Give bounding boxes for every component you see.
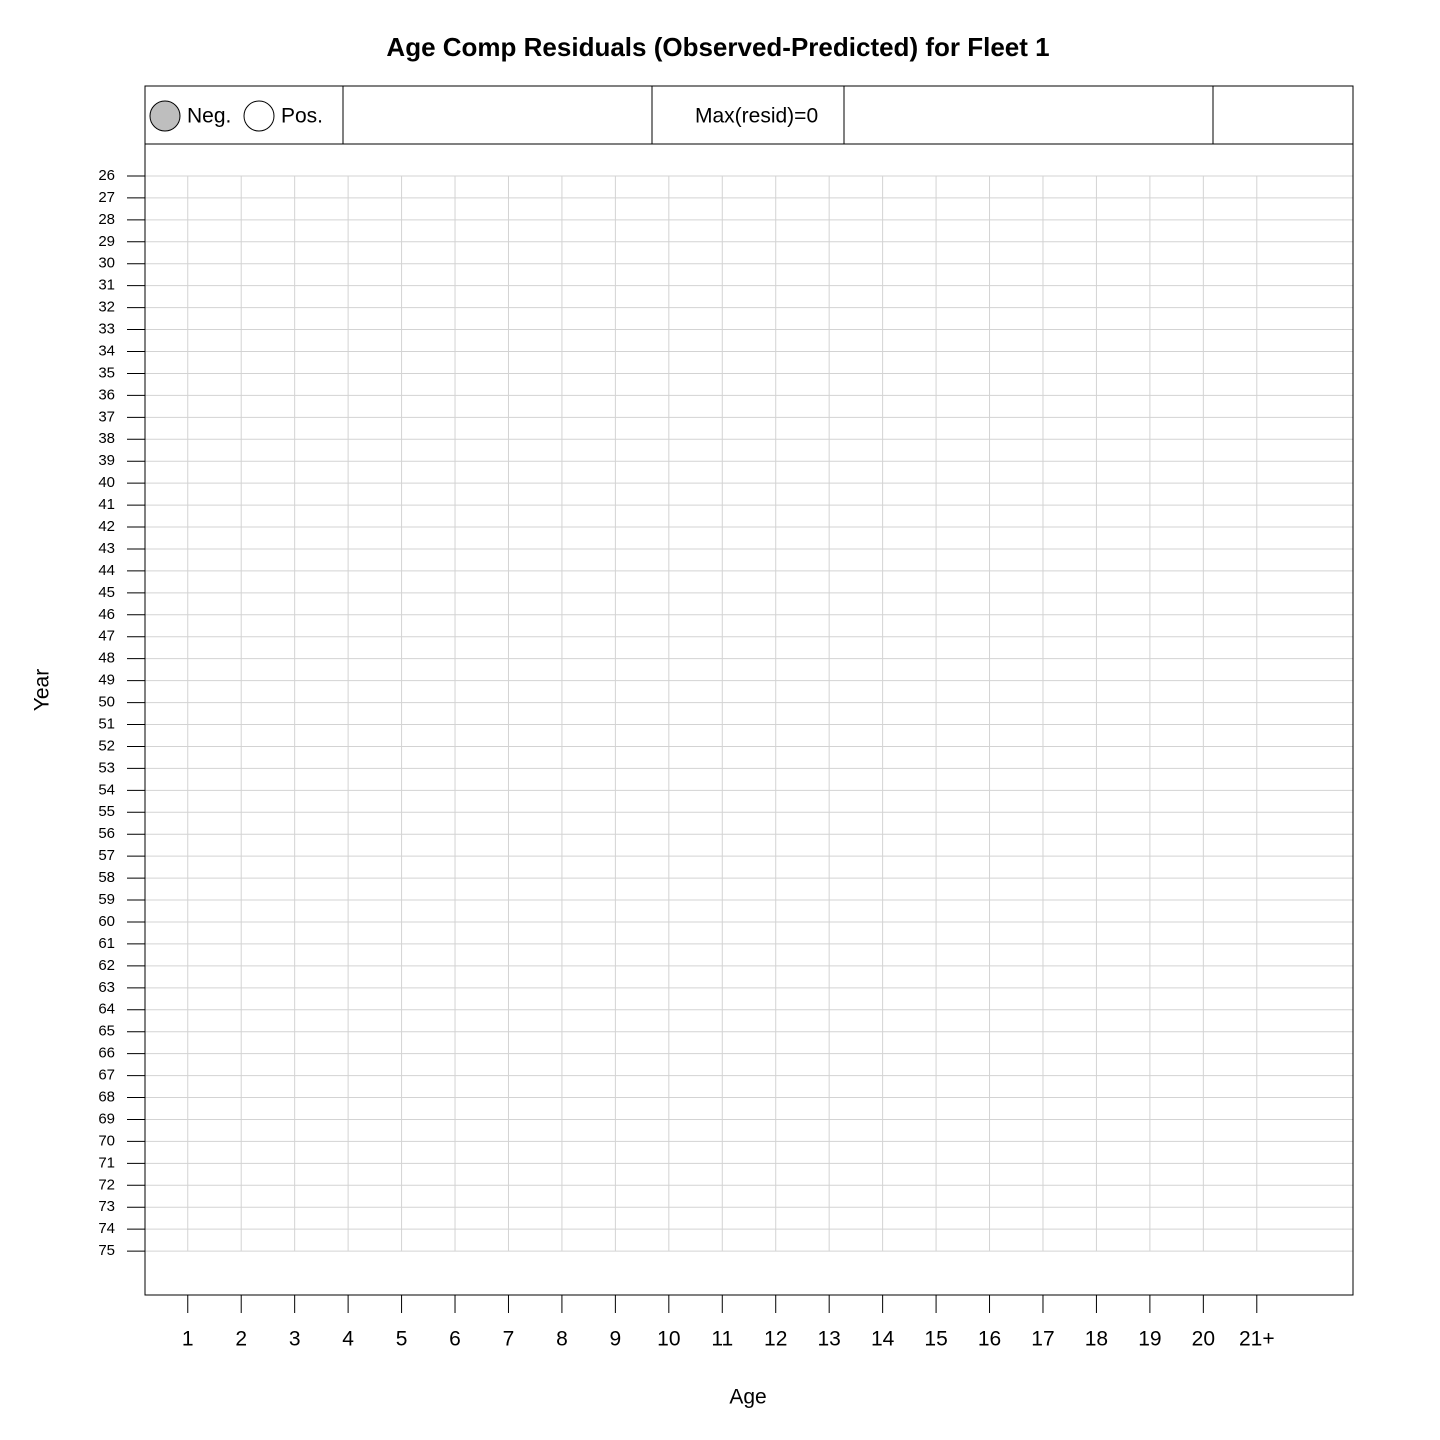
empty-box (1212, 85, 1354, 145)
y-tick-label: 73 (98, 1198, 115, 1215)
x-tick-label: 21+ (1239, 1328, 1275, 1351)
y-tick-label: 31 (98, 277, 115, 294)
legend-label: Neg. (187, 105, 231, 128)
y-tick-label: 28 (98, 211, 115, 228)
y-tick-label: 60 (98, 913, 115, 930)
x-tick-label: 18 (1085, 1328, 1108, 1351)
legend-marker (149, 100, 181, 132)
y-tick-label: 40 (98, 474, 115, 491)
y-tick-label: 61 (98, 935, 115, 952)
x-tick-label: 7 (503, 1328, 515, 1351)
x-tick-label: 15 (924, 1328, 947, 1351)
y-tick-label: 67 (98, 1067, 115, 1084)
x-tick-label: 1 (182, 1328, 194, 1351)
y-tick-label: 63 (98, 979, 115, 996)
y-tick-label: 32 (98, 299, 115, 316)
y-tick-label: 41 (98, 496, 115, 513)
y-tick-label: 36 (98, 386, 115, 403)
y-tick-label: 44 (98, 562, 115, 579)
y-tick-label: 45 (98, 584, 115, 601)
y-tick-label: 75 (98, 1242, 115, 1259)
x-tick-label: 2 (235, 1328, 247, 1351)
y-tick-label: 47 (98, 628, 115, 645)
y-tick-label: 58 (98, 869, 115, 886)
x-tick-label: 4 (342, 1328, 354, 1351)
y-tick-label: 59 (98, 891, 115, 908)
y-tick-label: 46 (98, 606, 115, 623)
y-tick-label: 54 (98, 781, 115, 798)
annotation: Max(resid)=0 (695, 105, 818, 128)
x-tick-label: 10 (657, 1328, 680, 1351)
y-tick-label: 52 (98, 737, 115, 754)
x-tick-label: 20 (1192, 1328, 1215, 1351)
x-tick-label: 13 (817, 1328, 840, 1351)
x-tick-label: 5 (396, 1328, 408, 1351)
y-tick-label: 30 (98, 255, 115, 272)
y-tick-label: 53 (98, 759, 115, 776)
x-tick-label: 3 (289, 1328, 301, 1351)
y-tick-label: 69 (98, 1110, 115, 1127)
y-tick-label: 64 (98, 1001, 115, 1018)
x-tick-label: 8 (556, 1328, 568, 1351)
y-tick-label: 48 (98, 650, 115, 667)
x-tick-label: 6 (449, 1328, 461, 1351)
y-tick-label: 62 (98, 957, 115, 974)
y-tick-label: 43 (98, 540, 115, 557)
y-tick-label: 55 (98, 803, 115, 820)
legend-marker (243, 100, 275, 132)
y-tick-label: 72 (98, 1176, 115, 1193)
y-tick-label: 29 (98, 233, 115, 250)
x-tick-label: 16 (978, 1328, 1001, 1351)
y-tick-label: 70 (98, 1132, 115, 1149)
y-tick-label: 56 (98, 825, 115, 842)
x-tick-label: 9 (610, 1328, 622, 1351)
grid (145, 175, 1353, 1252)
y-tick-label: 33 (98, 321, 115, 338)
x-tick-label: 11 (711, 1328, 733, 1351)
y-tick-label: 66 (98, 1045, 115, 1062)
y-tick-label: 26 (98, 167, 115, 184)
x-tick-label: 17 (1031, 1328, 1054, 1351)
y-tick-label: 74 (98, 1220, 115, 1237)
y-tick-label: 65 (98, 1023, 115, 1040)
y-tick-label: 34 (98, 342, 115, 359)
annotation-box (651, 85, 845, 145)
y-tick-label: 51 (98, 715, 115, 732)
y-tick-label: 27 (98, 189, 115, 206)
y-tick-label: 39 (98, 452, 115, 469)
y-tick-label: 38 (98, 430, 115, 447)
x-axis-label: Age (729, 1386, 766, 1409)
x-tick-label: 19 (1138, 1328, 1161, 1351)
y-tick-label: 42 (98, 518, 115, 535)
y-tick-label: 57 (98, 847, 115, 864)
chart-title: Age Comp Residuals (Observed-Predicted) … (386, 32, 1049, 62)
axes: 2627282930313233343536373839404142434445… (98, 167, 1274, 1351)
y-axis-label: Year (31, 669, 54, 711)
y-tick-label: 49 (98, 672, 115, 689)
y-tick-label: 71 (98, 1154, 115, 1171)
y-tick-label: 35 (98, 364, 115, 381)
y-tick-label: 50 (98, 694, 115, 711)
x-tick-label: 14 (871, 1328, 895, 1351)
y-tick-label: 37 (98, 408, 115, 425)
legend-label: Pos. (281, 105, 323, 128)
y-tick-label: 68 (98, 1088, 115, 1105)
x-tick-label: 12 (764, 1328, 787, 1351)
